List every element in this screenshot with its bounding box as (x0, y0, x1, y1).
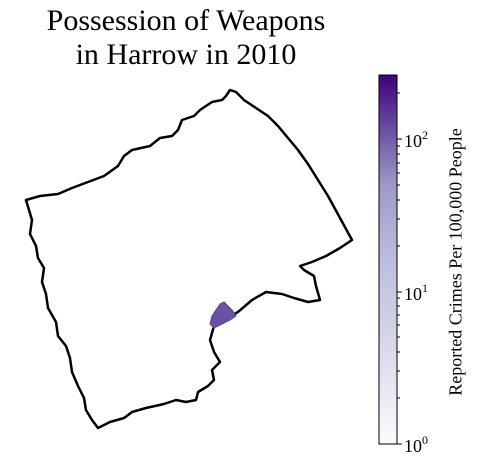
colorbar-gradient (378, 74, 398, 445)
title-line-2: in Harrow in 2010 (75, 38, 297, 71)
chart-title: Possession of Weapons in Harrow in 2010 (0, 4, 372, 72)
borough-boundary (24, 88, 354, 430)
colorbar-tick-label-2: 102 (404, 128, 428, 151)
colorbar-label: Reported Crimes Per 100,000 People (445, 128, 466, 396)
title-line-1: Possession of Weapons (46, 4, 326, 37)
ward-highlight (209, 301, 237, 329)
colorbar-ticks (397, 92, 402, 445)
colorbar-tick-label-1: 101 (404, 281, 428, 304)
colorbar-tick-label-0: 100 (404, 433, 428, 456)
